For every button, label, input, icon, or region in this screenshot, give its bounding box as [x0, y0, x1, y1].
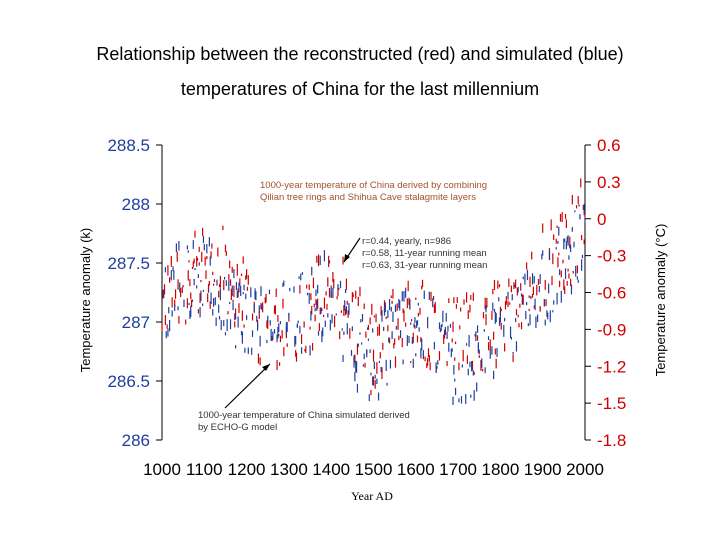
- annotation-reconstruction-line-2: Qilian tree rings and Shihua Cave stalag…: [260, 192, 476, 203]
- x-tick-label: 1500: [355, 460, 393, 479]
- y-left-tick-label: 288: [122, 195, 150, 214]
- y-right-tick-label: -0.9: [597, 320, 626, 339]
- reconstructed-series: [161, 178, 586, 396]
- x-tick-label: 1900: [524, 460, 562, 479]
- simulated-series: [163, 203, 586, 405]
- chart-title-line-1: Relationship between the reconstructed (…: [96, 44, 624, 64]
- y-left-tick-label: 286: [122, 431, 150, 450]
- arrow-to-simulation: [224, 363, 271, 409]
- x-axis-title: Year AD: [351, 489, 393, 503]
- x-tick-label: 1000: [143, 460, 181, 479]
- y-axis-right-title: Temperature anomaly (°C): [653, 224, 668, 377]
- y-left-tick-label: 288.5: [107, 136, 150, 155]
- x-tick-label: 1600: [397, 460, 435, 479]
- y-right-tick-label: 0: [597, 210, 606, 229]
- y-left-tick-label: 287.5: [107, 254, 150, 273]
- x-tick-label: 1200: [228, 460, 266, 479]
- y-right-tick-label: -0.6: [597, 284, 626, 303]
- y-left-tick-label: 286.5: [107, 372, 150, 391]
- annotation-stats-line-1: r=0.44, yearly, n=986: [362, 236, 451, 247]
- annotation-reconstruction-line-1: 1000-year temperature of China derived b…: [260, 180, 487, 191]
- y-left-tick-label: 287: [122, 313, 150, 332]
- y-axis-left-title: Temperature anomaly (k): [78, 228, 93, 373]
- x-tick-label: 1700: [439, 460, 477, 479]
- arrow-head-reconstruction: [344, 254, 350, 262]
- y-right-tick-label: -1.2: [597, 357, 626, 376]
- chart-title-line-2: temperatures of China for the last mille…: [180, 79, 540, 99]
- y-right-tick-label: -1.5: [597, 394, 626, 413]
- annotation-stats-line-2: r=0.58, 11-year running mean: [362, 248, 487, 259]
- x-tick-label: 1300: [270, 460, 308, 479]
- annotation-simulation-line-2: by ECHO-G model: [198, 422, 277, 433]
- arrow-head-simulation: [262, 364, 270, 371]
- y-right-tick-label: 0.6: [597, 136, 621, 155]
- x-tick-label: 1100: [186, 460, 223, 479]
- tick-labels: 288.5 288 287.5 287 286.5 286 0.6 0.3 0 -0.3 -0.6 -…: [107, 136, 626, 479]
- y-right-tick-label: -1.8: [597, 431, 626, 450]
- y-right-tick-label: -0.3: [597, 247, 626, 266]
- annotation-stats-line-3: r=0.63, 31-year running mean: [362, 260, 487, 271]
- axes: [156, 144, 591, 441]
- x-tick-label: 1800: [481, 460, 519, 479]
- x-tick-label: 1400: [312, 460, 350, 479]
- x-tick-label: 2000: [566, 460, 604, 479]
- y-right-tick-label: 0.3: [597, 173, 621, 192]
- annotation-simulation-line-1: 1000-year temperature of China simulated…: [198, 410, 410, 421]
